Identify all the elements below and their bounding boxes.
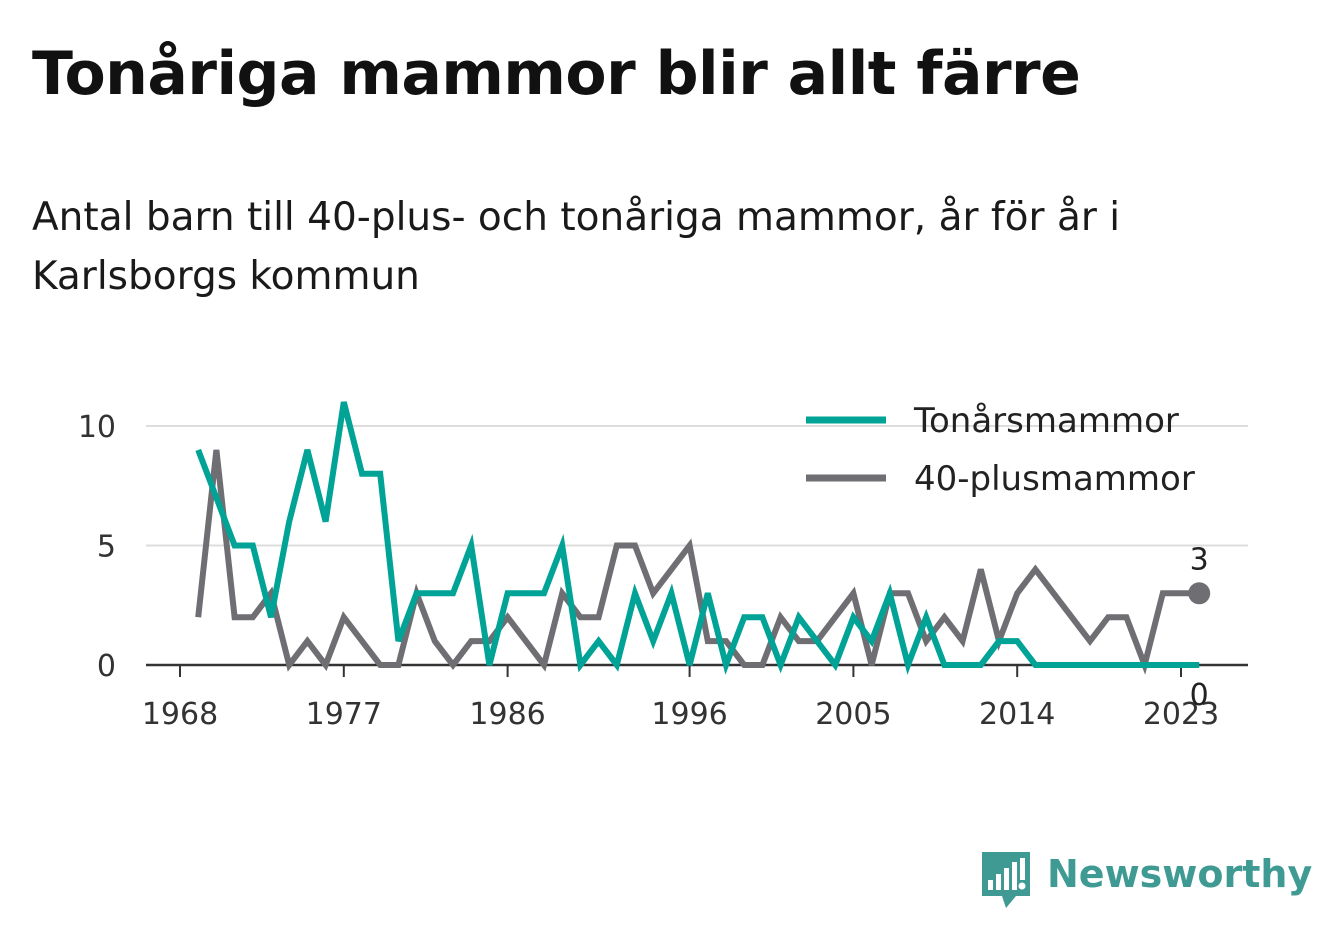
end-label-40-plusmammor: 3 [1190,542,1209,577]
x-tick-label: 2023 [1143,697,1219,732]
y-tick-label: 5 [97,530,116,565]
x-tick-label: 2005 [815,697,891,732]
x-tick-label: 1968 [142,697,218,732]
chart-subtitle: Antal barn till 40-plus- och tonåriga ma… [32,195,1121,299]
legend-label-40-plusmammor: 40-plusmammor [914,459,1195,499]
series-lines [195,401,1200,675]
end-label-tonarsmammor: 0 [1190,678,1209,713]
end-point-40-plusmammor [1188,582,1211,605]
newsworthy-logo-icon [982,852,1030,908]
series-line-tonarsmammor [195,401,1200,675]
x-tick-label: 2014 [979,697,1055,732]
x-tick-label: 1986 [469,697,545,732]
brand-name: Newsworthy [1047,852,1313,896]
x-tick-label: 1996 [651,697,727,732]
y-tick-label: 10 [78,410,116,445]
end-labels: 30 [1188,542,1211,713]
y-tick-label: 0 [97,649,116,684]
chart-title: Tonåriga mammor blir allt färre [32,39,1081,109]
series-line-40-plusmammor [195,449,1200,675]
legend: Tonårsmammor 40-plusmammor [806,401,1195,499]
legend-label-tonarsmammor: Tonårsmammor [913,401,1179,441]
x-tick-label: 1977 [306,697,382,732]
gridlines [146,425,1248,547]
